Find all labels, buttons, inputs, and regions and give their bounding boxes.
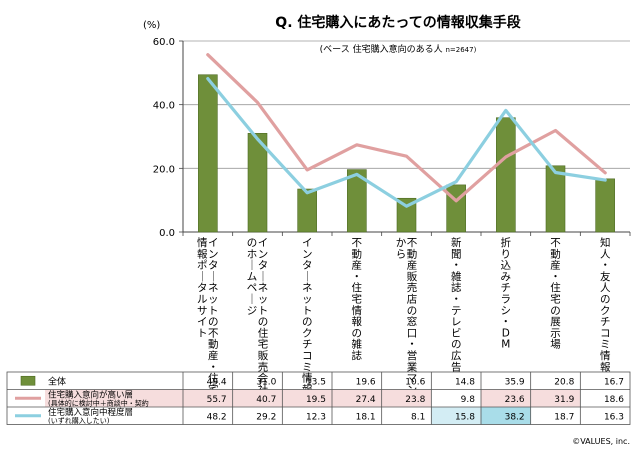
table-value: 55.7: [207, 395, 227, 405]
table-value: 38.2: [505, 412, 525, 422]
legend-swatch-1: [20, 375, 36, 386]
table-value: 23.6: [505, 395, 525, 405]
table-cell-highlight: [282, 389, 332, 407]
table-cell-highlight: [431, 407, 481, 425]
series-line-2: [206, 76, 607, 208]
y-tick-label: 0.0: [159, 228, 175, 239]
table-cell-highlight: [481, 407, 531, 425]
table-rowlabel-highlight: [45, 389, 183, 407]
x-category-label-7: 折り込みチラシ・ D M: [501, 236, 512, 351]
table-value: 12.3: [306, 412, 326, 422]
table-value: 35.9: [505, 377, 525, 387]
table-value: 8.1: [411, 412, 425, 422]
y-tick-label: 20.0: [153, 164, 175, 175]
table-value: 16.3: [604, 412, 624, 422]
bar-4: [347, 169, 367, 233]
bar-1: [198, 74, 218, 233]
table-cell-highlight: [183, 389, 233, 407]
bar-9: [595, 178, 615, 233]
table-value: 14.8: [455, 377, 475, 387]
table-value: 9.8: [461, 395, 476, 405]
table-value: 19.5: [306, 395, 326, 405]
x-category-label-8: 不動産・住宅の展示場: [550, 237, 561, 351]
x-category-label-9: 知人・友人のクチコミ情報: [600, 236, 611, 373]
table-value: 16.7: [604, 377, 624, 387]
table-cell-highlight: [381, 389, 432, 407]
table-cell-highlight: [232, 389, 283, 407]
table-value: 48.2: [207, 412, 227, 422]
bar-6: [446, 184, 466, 233]
bar-2: [247, 133, 268, 233]
table-value: 31.9: [554, 395, 574, 405]
table-value: 18.1: [356, 412, 376, 422]
bar-5: [396, 197, 417, 233]
legend-sublabel-2: (具体的に検討中＋商談中・契約: [48, 399, 149, 408]
table-value: 49.4: [207, 377, 227, 387]
chart-title: Q. 住宅購入にあたっての情報収集手段: [275, 14, 520, 31]
table-value: 18.6: [604, 395, 624, 405]
table-value: 19.6: [356, 377, 376, 387]
table-value: 18.7: [554, 412, 574, 422]
legend-label-3: 住宅購入意向中程度層: [48, 407, 133, 418]
table-value: 10.6: [405, 377, 425, 387]
bar-8: [545, 165, 566, 233]
table-cell-highlight: [481, 389, 531, 407]
legend-sublabel-3: (いずれ購入したい): [48, 416, 110, 425]
table-value: 31.0: [256, 377, 276, 387]
x-category-label-4: 不動産・住宅情報の雑誌: [352, 237, 363, 362]
table-value: 29.2: [256, 412, 276, 422]
x-category-label-6: 新聞・雑誌・テレビの広告: [451, 236, 462, 373]
chart-subtitle: (ベース 住宅購入意向のある人 n=2647): [320, 43, 477, 55]
x-category-label-3: インタ｜ネットのクチコミ情報: [302, 237, 313, 396]
legend-label-2: 住宅購入意向が高い層: [48, 390, 133, 401]
table-value: 20.8: [554, 377, 574, 387]
series-line-1: [206, 53, 607, 203]
table-value: 27.4: [356, 395, 376, 405]
y-tick-label: 60.0: [153, 37, 175, 48]
table-value: 40.7: [256, 395, 276, 405]
table-cell-highlight: [530, 389, 581, 407]
bar-7: [496, 117, 516, 233]
table-value: 23.8: [405, 395, 425, 405]
table-cell-highlight: [332, 389, 382, 407]
table-value: 15.8: [455, 412, 475, 422]
y-tick-label: 40.0: [153, 101, 175, 112]
y-axis-unit-label: (%): [143, 20, 160, 31]
bar-3: [297, 188, 317, 233]
table-border: [6, 371, 631, 425]
table-value: 13.5: [306, 377, 326, 387]
credit-text: ©VALUES, inc.: [572, 437, 630, 446]
legend-label-1: 全体: [48, 375, 66, 387]
